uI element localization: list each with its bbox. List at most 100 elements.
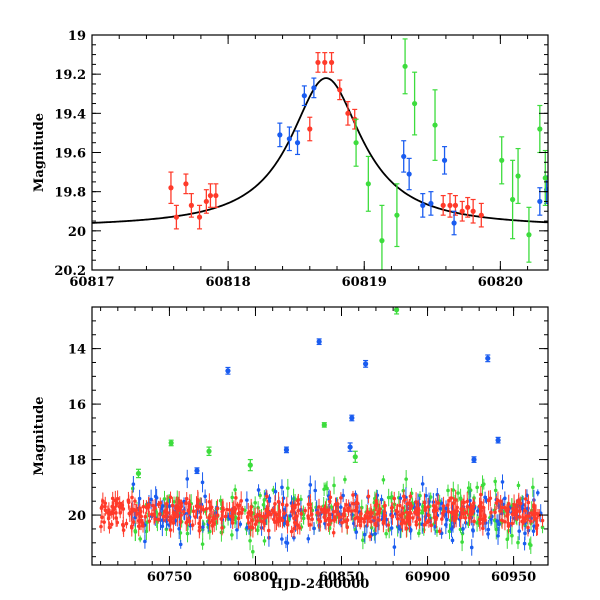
red-cloud-point	[308, 523, 312, 527]
red-cloud-point	[373, 521, 378, 526]
red-cloud-point	[451, 501, 456, 506]
red-cloud-point	[506, 507, 510, 511]
y-tick-label: 19.4	[54, 107, 86, 122]
red-cloud-point	[306, 516, 311, 520]
red-cloud-point	[478, 521, 482, 526]
red-cloud-point	[440, 517, 444, 521]
red-cloud-point	[280, 518, 285, 523]
red-cloud-point	[540, 518, 545, 523]
green-data-point	[499, 157, 505, 163]
red-cloud-point	[131, 520, 136, 524]
green-data-point	[394, 212, 400, 218]
red-cloud-point	[326, 516, 331, 521]
red-cloud-point	[442, 509, 446, 514]
red-cloud-point	[109, 522, 114, 527]
top-ticks	[91, 34, 548, 271]
blue-cloud-point	[483, 495, 487, 500]
red-cloud-point	[135, 512, 139, 516]
green-data-point	[402, 63, 408, 69]
x-tick-label: 60800	[233, 570, 278, 585]
red-cloud-point	[110, 511, 114, 516]
green-cloud-point	[493, 488, 498, 493]
red-cloud-point	[285, 520, 290, 524]
green-cloud-point	[420, 509, 425, 513]
blue-cloud-point	[535, 490, 540, 495]
green-cloud-point	[418, 493, 422, 498]
red-data-point	[478, 212, 484, 218]
red-cloud-point	[342, 508, 347, 512]
red-cloud-point	[184, 496, 189, 501]
green-cloud-point	[482, 482, 486, 486]
red-cloud-point	[163, 514, 168, 518]
red-cloud-point	[392, 496, 397, 501]
red-cloud-point	[366, 494, 371, 499]
y-tick-label: 19.8	[54, 186, 86, 201]
blue-data-point	[485, 355, 491, 361]
red-cloud-point	[308, 502, 313, 507]
blue-data-point	[277, 132, 283, 138]
red-cloud-point	[446, 509, 451, 514]
green-cloud-point	[162, 497, 167, 501]
red-cloud-point	[220, 526, 224, 530]
red-cloud-point	[100, 515, 104, 520]
red-cloud-point	[365, 510, 370, 514]
x-tick-label: 60819	[342, 275, 387, 290]
red-cloud-point	[407, 522, 412, 527]
red-cloud-point	[481, 526, 485, 531]
blue-cloud-point	[468, 498, 472, 503]
red-cloud-point	[156, 517, 160, 522]
green-data-point	[393, 307, 400, 313]
blue-cloud-point	[153, 494, 158, 499]
red-cloud-point	[187, 519, 192, 523]
red-cloud-point	[414, 522, 419, 527]
red-cloud-point	[368, 510, 373, 515]
red-cloud-point	[411, 516, 415, 520]
red-cloud-point	[118, 511, 123, 515]
blue-cloud-point	[312, 526, 316, 531]
red-cloud-point	[489, 510, 493, 515]
red-cloud-point	[292, 520, 297, 525]
blue-cloud-point	[161, 504, 165, 508]
red-baseline-cloud	[99, 486, 545, 542]
red-cloud-point	[516, 499, 521, 504]
green-cloud-point	[494, 527, 499, 532]
blue-data-point	[194, 468, 200, 474]
red-cloud-point	[273, 511, 277, 516]
red-cloud-point	[186, 508, 191, 512]
blue-cloud-point	[285, 541, 290, 545]
blue-data-point	[286, 136, 292, 142]
red-cloud-point	[408, 511, 413, 515]
red-cloud-point	[102, 520, 106, 524]
green-cloud-point	[286, 486, 290, 490]
red-cloud-point	[129, 510, 134, 514]
red-cloud-point	[468, 506, 473, 511]
red-cloud-point	[339, 496, 343, 500]
red-cloud-point	[533, 511, 537, 516]
red-cloud-point	[317, 505, 321, 509]
red-cloud-point	[327, 499, 332, 504]
red-cloud-point	[236, 516, 241, 521]
green-cloud-point	[262, 539, 267, 543]
green-cloud-point	[144, 529, 149, 534]
red-cloud-point	[170, 516, 174, 521]
green-data-point	[537, 126, 543, 132]
y-tick-label: 16	[68, 398, 86, 413]
red-cloud-point	[156, 502, 161, 507]
red-cloud-point	[362, 517, 367, 521]
red-cloud-point	[452, 509, 456, 514]
red-cloud-point	[496, 498, 500, 503]
green-cloud-point	[343, 477, 347, 482]
red-cloud-point	[523, 497, 528, 501]
x-tick-label: 60820	[478, 275, 523, 290]
blue-cloud-point	[469, 545, 474, 550]
green-cloud-point	[460, 540, 464, 544]
blue-data-point	[537, 198, 543, 205]
red-cloud-point	[211, 516, 216, 520]
green-data-point	[352, 454, 358, 460]
blue-data-point	[428, 200, 434, 207]
green-cloud-point	[258, 493, 262, 498]
red-cloud-point	[209, 505, 214, 510]
red-cloud-point	[524, 514, 529, 518]
green-cloud-point	[540, 525, 545, 530]
blue-cloud-point	[178, 542, 183, 547]
